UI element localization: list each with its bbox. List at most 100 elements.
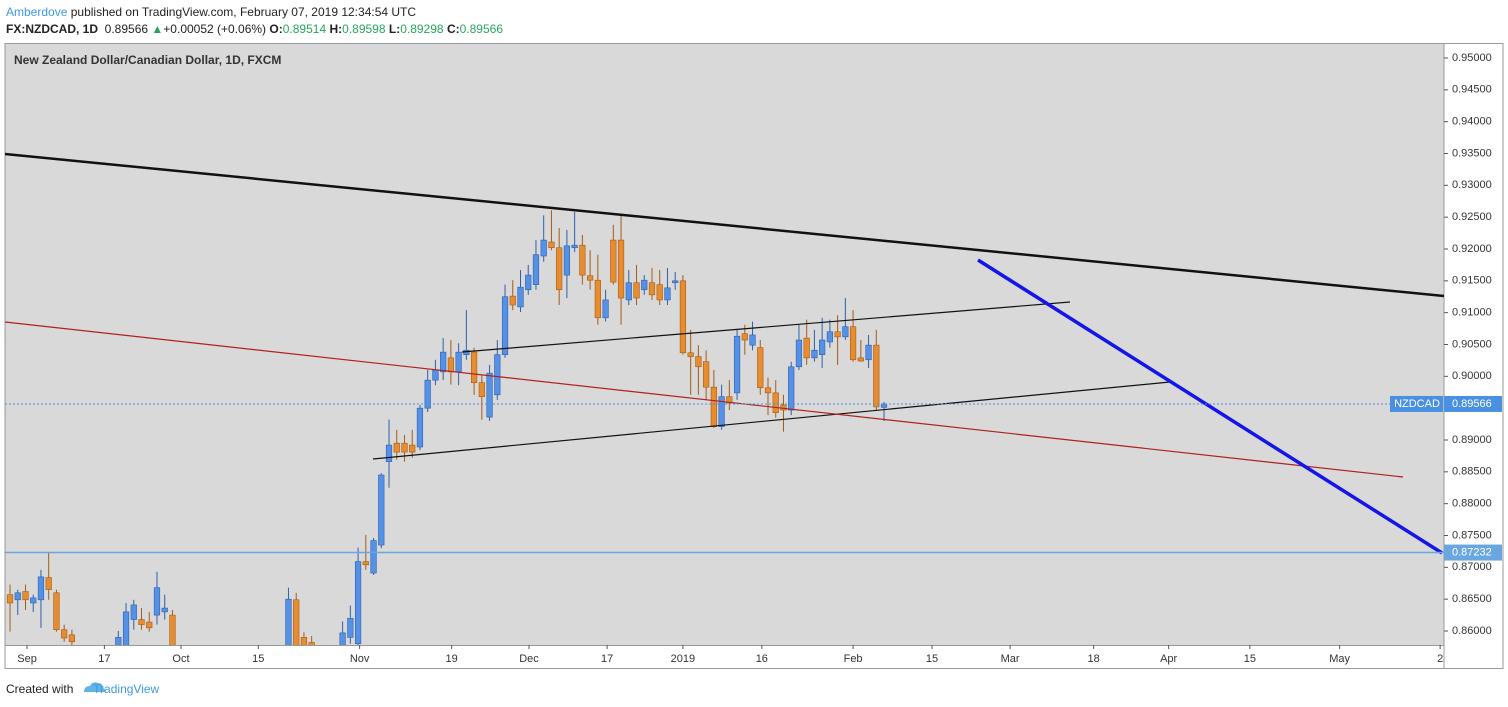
candle-body <box>772 392 779 413</box>
candle-body <box>571 244 578 249</box>
y-tick-label: 0.94500 <box>1452 84 1492 96</box>
brand: TradingView <box>93 682 160 696</box>
published: published on TradingView.com, February 0… <box>70 5 417 19</box>
candle-body <box>803 337 810 359</box>
candle-body <box>486 372 493 418</box>
candle-body <box>617 239 625 299</box>
candle-body <box>354 561 362 645</box>
candle-body <box>788 366 795 411</box>
candle-body <box>687 352 694 357</box>
candle-body <box>703 361 710 388</box>
price-label: 0.87232 <box>1452 546 1492 558</box>
x-tick-label: 15 <box>926 653 938 665</box>
candle-body <box>579 244 586 276</box>
y-tick-label: 0.86500 <box>1452 593 1492 605</box>
candle-body <box>470 351 478 383</box>
candle-body <box>695 356 702 368</box>
candle-body <box>733 335 741 394</box>
candle-body <box>556 247 563 291</box>
price-label: 0.89566 <box>1452 398 1492 410</box>
candle-body <box>61 629 68 639</box>
h-label: H: <box>329 22 343 36</box>
candle-body <box>138 619 145 625</box>
candle-body <box>393 442 400 453</box>
y-tick-label: 0.88000 <box>1452 498 1492 510</box>
x-tick-label: 15 <box>252 653 264 665</box>
x-tick-label: Feb <box>844 653 863 665</box>
candle-body <box>795 339 803 368</box>
trend-line <box>461 301 1071 353</box>
candle-body <box>726 396 733 404</box>
candle-body <box>285 598 292 645</box>
symbol-label: NZDCAD <box>1394 398 1440 410</box>
x-tick-label: 17 <box>601 653 613 665</box>
trend-line <box>977 258 1443 555</box>
x-tick-label: May <box>1329 653 1350 665</box>
change-arrow: ▲ <box>151 22 164 36</box>
candle-body <box>161 607 168 613</box>
candle-body <box>648 282 656 296</box>
candle-body <box>45 577 52 590</box>
candle-body <box>656 284 663 301</box>
candle-body <box>115 637 122 645</box>
candle-body <box>324 656 330 659</box>
candle-body <box>757 347 764 389</box>
candle-body <box>447 357 454 373</box>
y-tick-label: 0.92500 <box>1452 211 1492 223</box>
y-tick-label: 0.94000 <box>1452 116 1492 128</box>
candle-body <box>455 351 462 373</box>
x-tick-label: Nov <box>350 653 370 665</box>
y-tick-label: 0.87500 <box>1452 529 1492 541</box>
candle-body <box>146 621 153 629</box>
candles <box>6 210 888 662</box>
y-tick-label: 0.91000 <box>1452 307 1492 319</box>
candle-body <box>857 357 864 362</box>
candle-body <box>749 334 756 346</box>
candle-body <box>30 597 37 604</box>
candle-body <box>494 354 501 396</box>
candle-body <box>332 650 338 656</box>
y-tick-label: 0.86000 <box>1452 625 1492 637</box>
y-tick-label: 0.92000 <box>1452 243 1492 255</box>
x-tick-label: Oct <box>172 653 189 665</box>
candle-body <box>37 576 45 601</box>
x-tick-label: 2 <box>1437 653 1443 665</box>
candle-body <box>594 279 601 319</box>
close: 0.89566 <box>459 22 503 36</box>
candle-body <box>540 239 547 257</box>
candle-body <box>826 331 833 343</box>
x-tick-label: Dec <box>519 653 539 665</box>
candle-body <box>362 561 369 566</box>
footer: Created with TradingView <box>6 682 159 696</box>
y-tick-label: 0.90000 <box>1452 370 1492 382</box>
open: 0.89514 <box>282 22 327 36</box>
x-tick-label: 16 <box>756 653 768 665</box>
candle-body <box>130 604 137 620</box>
candle-body <box>718 396 725 427</box>
change: +0.00052 (+0.06%) <box>163 22 267 36</box>
symbol: FX:NZDCAD, 1D <box>6 22 98 36</box>
candle-body <box>563 245 571 276</box>
x-tick-label: 19 <box>446 653 458 665</box>
l-label: L: <box>388 22 401 36</box>
candle-body <box>811 349 818 359</box>
candle-body <box>849 326 857 361</box>
candle-body <box>532 254 540 285</box>
y-tick-label: 0.88500 <box>1452 466 1492 478</box>
candle-body <box>602 299 609 319</box>
x-tick-label: 15 <box>1244 653 1256 665</box>
candle-body <box>672 280 679 284</box>
candle-body <box>873 344 880 408</box>
candle-body <box>122 611 130 645</box>
candle-body <box>317 656 323 662</box>
candle-body <box>416 407 424 448</box>
author: Amberdove <box>6 5 68 19</box>
trend-line <box>5 152 1444 298</box>
candle-body <box>865 344 872 361</box>
symbol-line: FX:NZDCAD, 1D 0.89566 ▲+0.00052 (+0.06%)… <box>6 22 503 36</box>
trend-line <box>372 381 1171 460</box>
candle-body <box>401 442 408 453</box>
trend-line <box>5 321 1404 478</box>
